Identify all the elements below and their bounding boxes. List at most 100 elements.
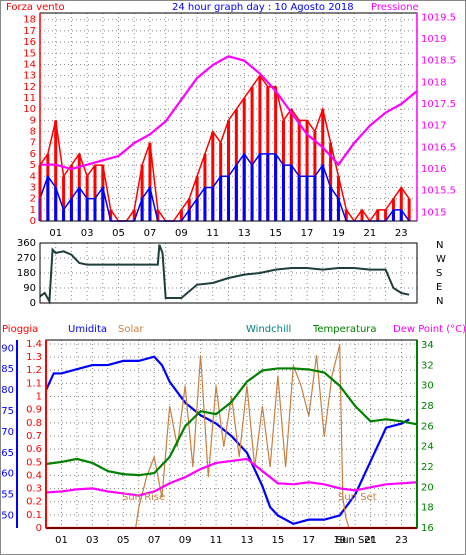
y-tick-temperature: 28 [421, 401, 434, 412]
y-tick-rain: 0.7 [26, 431, 42, 442]
y-tick-humidity: 90 [1, 343, 14, 354]
y-tick-rain: 0.1 [26, 510, 42, 521]
y-tick-rain: 0.9 [26, 405, 42, 416]
compass-label-e: E [436, 282, 442, 293]
x-tick: 19 [332, 228, 345, 239]
legend-windchill: Windchill [246, 324, 291, 335]
y-tick-pressure: 1018 [421, 77, 446, 88]
y-tick-humidity: 55 [1, 490, 14, 501]
y-tick-wind: 18 [23, 15, 36, 26]
y-tick-rain: 0 [36, 523, 42, 534]
x-tick: 19 [333, 535, 346, 546]
humidity-y-ticks: 50 55 60 65 70 75 80 85 90 [1, 343, 14, 521]
legend-dewpoint: Dew Point (°C) [393, 324, 466, 335]
y-tick-temperature: 18 [421, 503, 434, 514]
y-tick-humidity: 50 [1, 510, 14, 521]
y-tick-pressure: 1019 [421, 34, 446, 45]
y-tick-wind: 11 [23, 93, 36, 104]
y-tick-wind: 10 [23, 104, 36, 115]
y-tick-wind: 12 [23, 82, 36, 93]
sun-rise-annotation: Sun Rise [122, 492, 165, 503]
y-tick-wind: 15 [23, 48, 36, 59]
y-tick-pressure: 1016 [421, 164, 446, 175]
legend-temperatura: Temperatura [312, 324, 377, 335]
series-temperatura [45, 367, 418, 477]
y-tick-direction: 0 [30, 298, 36, 309]
y-tick-temperature: 32 [421, 360, 434, 371]
y-tick-wind: 2 [30, 194, 36, 205]
x-tick: 17 [302, 535, 315, 546]
y-tick-pressure: 1018.5 [421, 56, 456, 67]
pressure-title: Pressione [371, 2, 419, 13]
pressure-y-ticks: 1015 1015.5 1016 1016.5 1017 1017.5 1018 1018.5… [421, 12, 456, 218]
y-tick-pressure: 1019.5 [421, 12, 456, 23]
y-tick-direction: 180 [17, 268, 36, 279]
compass-label-n: N [436, 296, 443, 307]
y-tick-rain: 1 [36, 392, 42, 403]
y-tick-humidity: 80 [1, 385, 14, 396]
compass-label-s: S [436, 268, 442, 279]
x-tick: 09 [179, 535, 192, 546]
x-tick: 17 [301, 228, 314, 239]
y-tick-temperature: 16 [421, 523, 434, 534]
x-tick: 13 [241, 535, 254, 546]
x-tick: 07 [148, 535, 161, 546]
y-tick-humidity: 65 [1, 448, 14, 459]
y-tick-wind: 6 [30, 149, 36, 160]
x-tick: 07 [144, 228, 157, 239]
x-tick: 03 [81, 228, 94, 239]
x-tick: 05 [112, 228, 125, 239]
y-tick-wind: 17 [23, 26, 36, 37]
y-tick-wind: 9 [30, 115, 36, 126]
y-tick-pressure: 1015 [421, 207, 446, 218]
y-tick-rain: 0.4 [26, 470, 42, 481]
y-tick-temperature: 20 [421, 482, 434, 493]
legend-solar: Solar [118, 324, 144, 335]
temperature-y-ticks: 16 18 20 22 24 26 28 30 32 34 [421, 340, 434, 534]
y-tick-rain: 0.3 [26, 484, 42, 495]
x-tick: 23 [395, 228, 408, 239]
climate-grid [46, 340, 417, 529]
sun-set-annotation: Sun Set [338, 492, 377, 503]
y-tick-temperature: 22 [421, 462, 434, 473]
y-tick-humidity: 60 [1, 469, 14, 480]
series-dew-point-c- [45, 457, 418, 497]
legend-pioggia: Pioggia [2, 324, 38, 335]
y-tick-temperature: 34 [421, 340, 434, 351]
y-tick-temperature: 24 [421, 442, 434, 453]
rain-y-ticks: 0 0.1 0.2 0.3 0.4 0.5 0.6 0.7 0.8 0.9 1 1.1 1.2 1.3 1.… [26, 339, 42, 534]
y-tick-wind: 5 [30, 160, 36, 171]
y-tick-rain: 0.5 [26, 457, 42, 468]
y-tick-rain: 0.2 [26, 497, 42, 508]
y-tick-rain: 1.2 [26, 365, 42, 376]
y-tick-humidity: 70 [1, 427, 14, 438]
y-tick-pressure: 1015.5 [421, 186, 456, 197]
y-tick-pressure: 1017 [421, 121, 446, 132]
y-tick-direction: 270 [17, 253, 36, 264]
x-tick: 15 [272, 535, 285, 546]
y-tick-pressure: 1016.5 [421, 142, 456, 153]
y-tick-wind: 0 [30, 216, 36, 227]
y-tick-wind: 16 [23, 37, 36, 48]
y-tick-wind: 7 [30, 138, 36, 149]
compass-label-n: N [436, 240, 443, 251]
series-solar [46, 344, 417, 529]
y-tick-rain: 0.8 [26, 418, 42, 429]
wind-direction-frame [39, 242, 418, 304]
y-tick-wind: 14 [23, 59, 36, 70]
series-forza-vento [39, 74, 410, 223]
x-tick: 05 [117, 535, 130, 546]
wind-force-title: Forza vento [6, 2, 65, 13]
y-tick-humidity: 75 [1, 406, 14, 417]
y-tick-rain: 1.3 [26, 352, 42, 363]
x-tick: 11 [210, 535, 223, 546]
chart-title: 24 hour graph day : 10 Agosto 2018 [172, 2, 354, 13]
legend-umidita: Umidita [68, 324, 107, 335]
x-tick: 15 [269, 228, 282, 239]
x-tick: Sun Set [336, 535, 375, 546]
series-wind-direction [39, 244, 410, 305]
